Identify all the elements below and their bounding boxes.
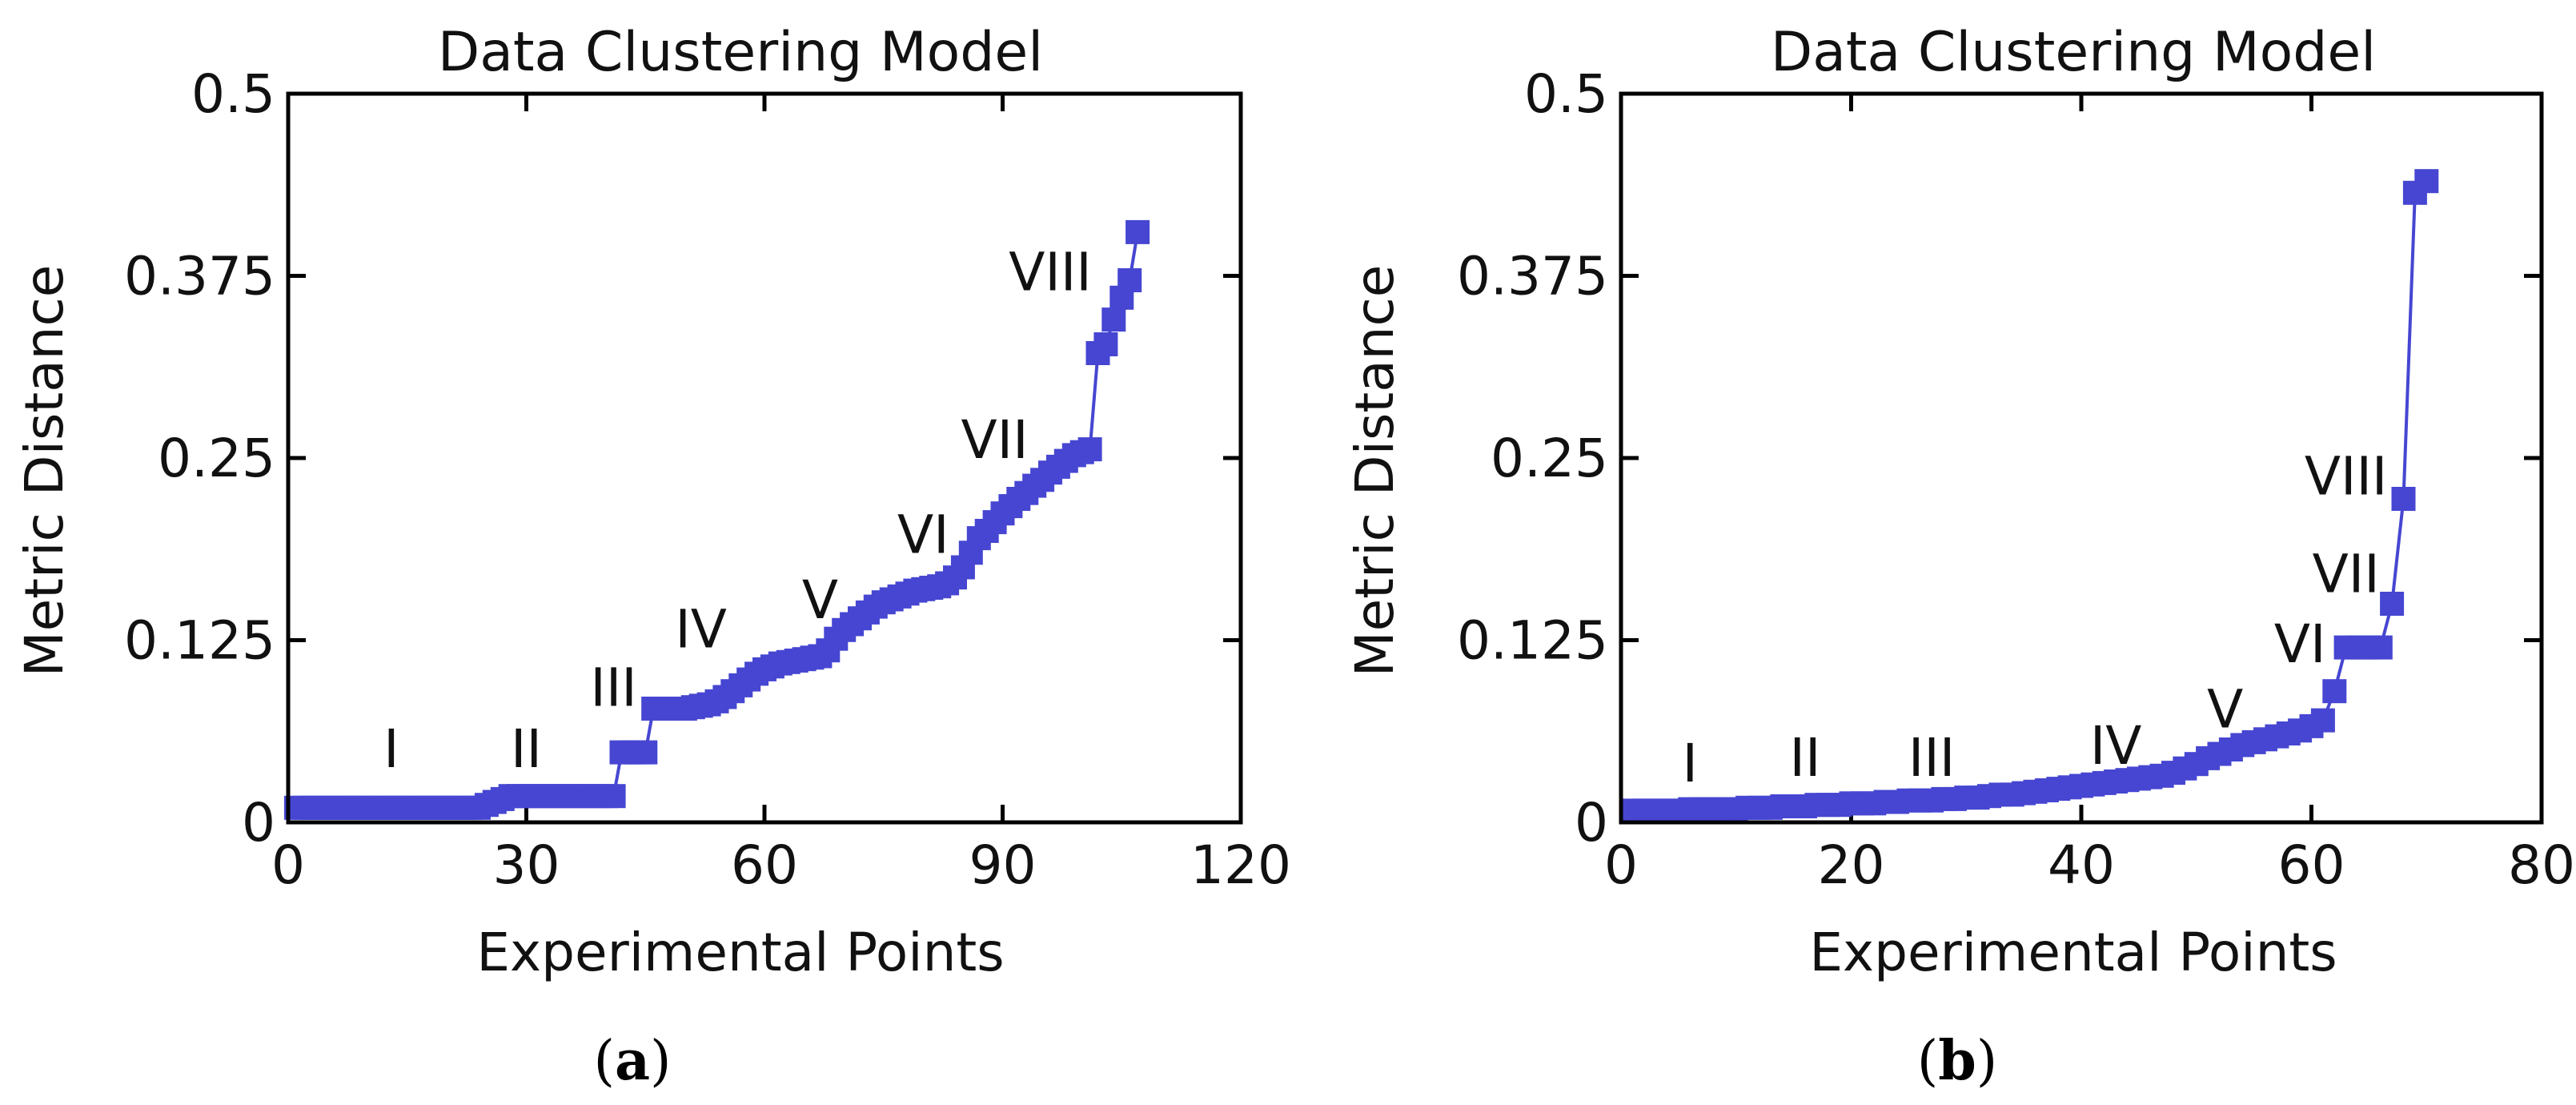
cluster-label: I — [383, 718, 399, 780]
chart-title: Data Clustering Model — [438, 21, 1043, 84]
y-tick-label: 0.125 — [1457, 610, 1608, 672]
cluster-label: IV — [675, 599, 727, 661]
plot-frame — [286, 91, 1243, 825]
cluster-label: II — [511, 718, 542, 780]
cluster-label: III — [590, 657, 636, 718]
cluster-label: VI — [897, 504, 949, 565]
x-tick-label: 30 — [493, 834, 560, 896]
axis-ticks: 0 20 40 60 80 0 0.125 0.25 0.375 0.5 — [1457, 63, 2575, 896]
y-tick-label: 0 — [1575, 792, 1608, 854]
data-point — [2380, 592, 2405, 616]
data-series — [1620, 169, 2439, 823]
data-series — [283, 219, 1150, 820]
caption-a: (a) — [593, 1029, 671, 1093]
y-tick-label: 0.25 — [158, 428, 275, 489]
data-point — [1077, 437, 1102, 462]
y-tick-label: 0.25 — [1491, 428, 1608, 489]
x-tick-label: 0 — [271, 834, 305, 896]
x-axis-label: Experimental Points — [476, 922, 1004, 983]
chart-title: Data Clustering Model — [1771, 21, 2376, 84]
y-axis-label: Metric Distance — [14, 265, 75, 677]
y-tick-label: 0.375 — [1457, 246, 1608, 307]
cluster-label: VII — [961, 409, 1029, 471]
cluster-label: IV — [2090, 715, 2142, 777]
plot-frame — [1619, 91, 2544, 825]
data-point — [1101, 307, 1126, 332]
caption-letter: a — [615, 1029, 650, 1093]
x-tick-label: 60 — [731, 834, 798, 896]
caption-b: (b) — [1917, 1029, 1998, 1093]
chart-panel-b: Data Clustering Model Metric Distance Ex… — [1344, 21, 2575, 1093]
data-point — [2368, 635, 2393, 660]
cluster-label: V — [2207, 679, 2243, 741]
data-point — [2391, 487, 2416, 511]
y-tick-label: 0.375 — [124, 246, 275, 307]
x-tick-label: 0 — [1604, 834, 1638, 896]
cluster-label: VII — [2313, 543, 2380, 605]
cluster-label: II — [1790, 727, 1821, 789]
data-point — [633, 740, 658, 765]
x-tick-label: 120 — [1190, 834, 1291, 896]
y-axis-label: Metric Distance — [1344, 265, 1406, 677]
data-point — [1117, 268, 1142, 292]
cluster-label: VIII — [1009, 242, 1092, 303]
cluster-label: V — [802, 569, 838, 631]
x-tick-label: 90 — [969, 834, 1037, 896]
x-tick-label: 60 — [2278, 834, 2345, 896]
cluster-label: III — [1908, 727, 1955, 789]
y-tick-label: 0 — [242, 792, 275, 854]
y-tick-label: 0.5 — [191, 63, 275, 125]
axis-ticks: 0 30 60 90 120 0 0.125 0.25 0.375 0.5 — [124, 63, 1291, 896]
y-tick-label: 0.5 — [1524, 63, 1608, 125]
data-point — [1093, 332, 1118, 356]
chart-panel-a: Data Clustering Model Metric Distance Ex… — [14, 21, 1291, 1093]
cluster-label: I — [1683, 733, 1698, 794]
x-tick-label: 20 — [1818, 834, 1885, 896]
data-point — [1125, 219, 1150, 244]
data-point — [2322, 679, 2347, 704]
x-tick-label: 40 — [2048, 834, 2115, 896]
data-point — [2414, 169, 2439, 194]
data-point — [601, 784, 626, 809]
x-axis-label: Experimental Points — [1809, 922, 2337, 983]
cluster-label: VIII — [2305, 446, 2388, 508]
x-tick-label: 80 — [2508, 834, 2575, 896]
cluster-label: VI — [2274, 613, 2326, 675]
data-point — [2310, 708, 2335, 733]
y-tick-label: 0.125 — [124, 610, 275, 672]
caption-letter: b — [1938, 1029, 1976, 1093]
